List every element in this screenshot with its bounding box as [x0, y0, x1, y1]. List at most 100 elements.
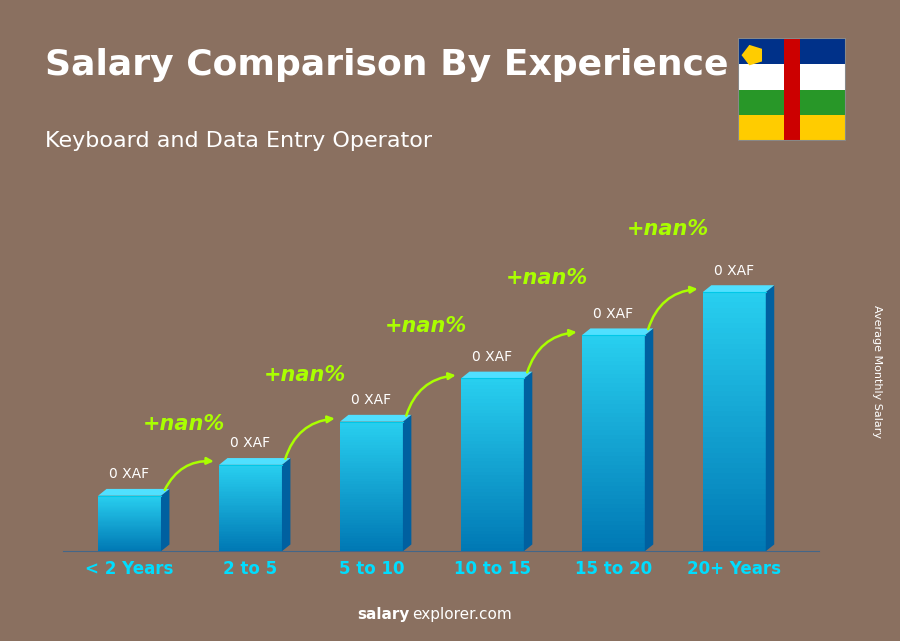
Bar — [582, 487, 644, 491]
Bar — [98, 524, 161, 526]
Text: Average Monthly Salary: Average Monthly Salary — [872, 305, 883, 438]
Polygon shape — [161, 489, 169, 551]
Bar — [219, 510, 282, 512]
Bar — [582, 443, 644, 447]
Bar — [98, 548, 161, 549]
Bar — [703, 474, 766, 479]
Bar — [340, 442, 403, 445]
Bar — [582, 383, 644, 387]
Bar — [219, 534, 282, 536]
Bar — [703, 308, 766, 313]
Bar — [703, 313, 766, 318]
Bar — [340, 481, 403, 484]
Bar — [703, 432, 766, 437]
Bar — [98, 501, 161, 503]
Bar — [219, 524, 282, 526]
Bar — [219, 487, 282, 489]
Bar — [98, 510, 161, 512]
Bar — [98, 544, 161, 545]
Bar — [340, 499, 403, 502]
Bar — [582, 417, 644, 422]
Bar — [219, 543, 282, 544]
Bar — [340, 528, 403, 531]
Bar — [98, 545, 161, 547]
Bar — [461, 427, 524, 430]
Bar — [461, 406, 524, 410]
FancyArrowPatch shape — [165, 458, 211, 490]
Bar — [461, 399, 524, 403]
Bar — [703, 515, 766, 520]
Bar — [340, 453, 403, 455]
Bar — [98, 535, 161, 536]
Bar — [98, 509, 161, 510]
Bar — [98, 512, 161, 513]
Bar — [98, 537, 161, 538]
Bar — [219, 503, 282, 504]
Bar — [582, 439, 644, 443]
Text: +nan%: +nan% — [626, 219, 709, 239]
FancyArrowPatch shape — [648, 287, 695, 329]
Bar — [219, 491, 282, 492]
Bar — [219, 529, 282, 531]
Bar — [340, 471, 403, 474]
Bar — [703, 380, 766, 385]
Bar — [219, 508, 282, 510]
Bar — [340, 549, 403, 551]
Bar — [219, 541, 282, 543]
Bar — [219, 519, 282, 520]
Bar — [340, 466, 403, 469]
Bar — [703, 365, 766, 370]
Bar — [703, 297, 766, 303]
Bar — [703, 489, 766, 494]
Bar — [582, 400, 644, 404]
Bar — [461, 499, 524, 503]
Bar — [703, 453, 766, 458]
Bar — [340, 512, 403, 515]
Bar — [582, 447, 644, 452]
Bar — [703, 427, 766, 432]
Bar — [582, 435, 644, 439]
Bar — [703, 546, 766, 551]
Text: 0 XAF: 0 XAF — [472, 350, 512, 364]
Bar — [582, 456, 644, 460]
Bar — [582, 499, 644, 504]
Bar — [98, 531, 161, 533]
Bar — [219, 469, 282, 470]
Bar — [219, 499, 282, 501]
Bar — [703, 504, 766, 510]
Bar — [461, 496, 524, 499]
Bar — [219, 486, 282, 487]
Bar — [461, 527, 524, 531]
Bar — [582, 508, 644, 512]
Bar — [219, 532, 282, 534]
Bar — [738, 115, 846, 141]
Bar — [340, 469, 403, 471]
Bar — [340, 538, 403, 541]
Bar — [582, 526, 644, 529]
Polygon shape — [219, 458, 291, 465]
Bar — [582, 543, 644, 547]
Bar — [340, 526, 403, 528]
Bar — [340, 422, 403, 424]
Bar — [219, 531, 282, 532]
Bar — [219, 522, 282, 524]
Bar — [461, 506, 524, 510]
Bar — [340, 455, 403, 458]
Bar — [582, 353, 644, 357]
Bar — [340, 531, 403, 533]
Bar — [219, 472, 282, 474]
Bar — [219, 475, 282, 477]
Bar — [340, 507, 403, 510]
FancyArrowPatch shape — [406, 374, 453, 415]
Bar — [461, 458, 524, 462]
Bar — [340, 458, 403, 460]
Polygon shape — [703, 285, 774, 292]
Bar — [219, 520, 282, 522]
Bar — [461, 524, 524, 527]
Bar — [703, 494, 766, 499]
Text: +nan%: +nan% — [385, 317, 467, 337]
Bar — [461, 440, 524, 444]
Bar — [98, 517, 161, 518]
Bar — [219, 480, 282, 482]
Bar — [703, 469, 766, 474]
